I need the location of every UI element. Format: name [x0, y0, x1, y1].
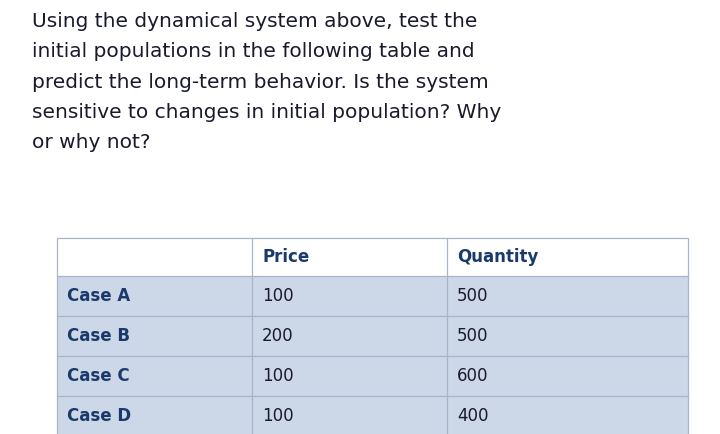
- Text: 400: 400: [457, 407, 488, 425]
- Text: Case B: Case B: [67, 327, 130, 345]
- Bar: [57, 238, 688, 434]
- Text: 500: 500: [457, 287, 488, 305]
- Text: Case D: Case D: [67, 407, 131, 425]
- Bar: [57, 316, 688, 356]
- Text: Price: Price: [262, 248, 310, 266]
- Text: Case C: Case C: [67, 367, 130, 385]
- Bar: [57, 396, 688, 434]
- Text: Using the dynamical system above, test the
initial populations in the following : Using the dynamical system above, test t…: [32, 12, 501, 152]
- Text: Quantity: Quantity: [457, 248, 539, 266]
- Text: 100: 100: [262, 367, 294, 385]
- Bar: [57, 356, 688, 396]
- Text: Case A: Case A: [67, 287, 130, 305]
- Text: 100: 100: [262, 287, 294, 305]
- Text: 200: 200: [262, 327, 294, 345]
- Bar: [57, 276, 688, 316]
- Text: 600: 600: [457, 367, 488, 385]
- Bar: [57, 238, 688, 276]
- Text: 500: 500: [457, 327, 488, 345]
- Text: 100: 100: [262, 407, 294, 425]
